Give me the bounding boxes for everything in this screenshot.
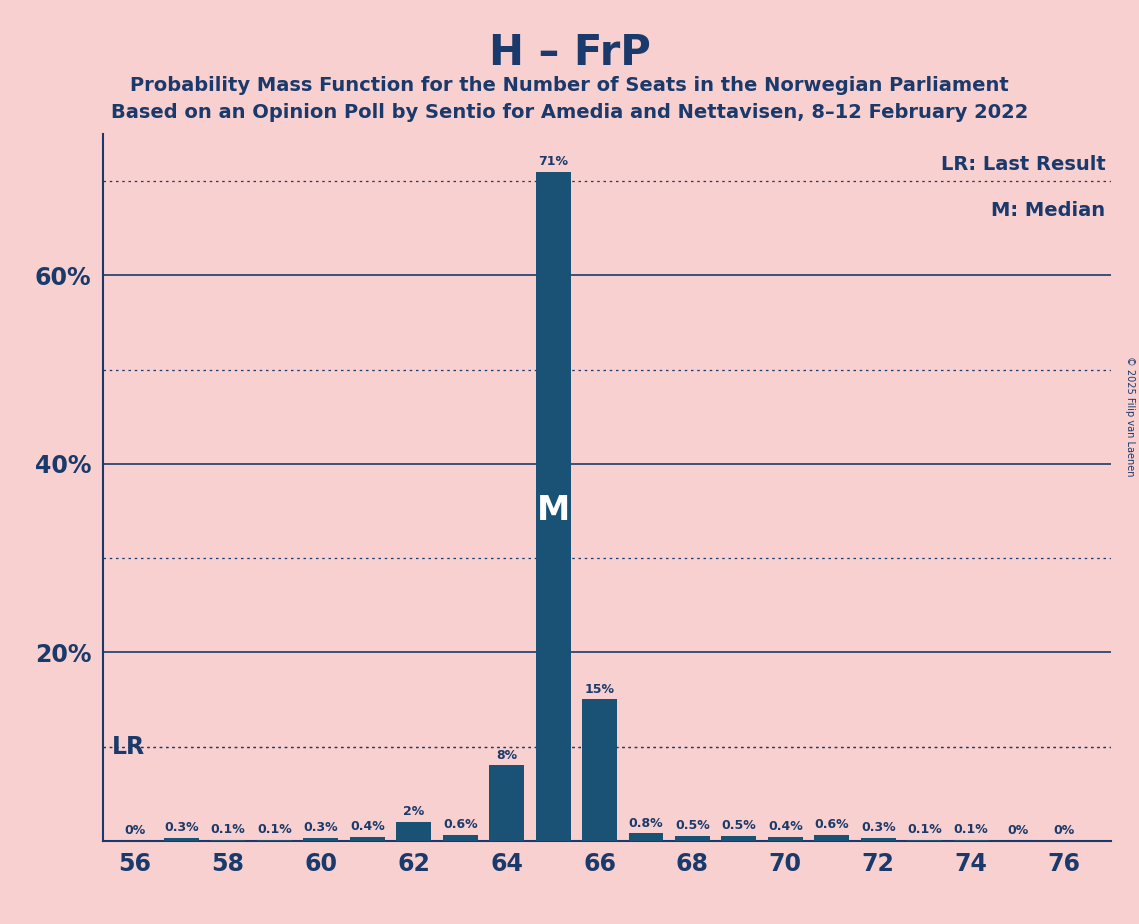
Text: H – FrP: H – FrP	[489, 32, 650, 74]
Text: 0%: 0%	[1007, 824, 1029, 837]
Text: 0.8%: 0.8%	[629, 817, 663, 830]
Bar	[535, 172, 571, 841]
Text: M: Median: M: Median	[991, 201, 1106, 220]
Bar	[303, 838, 338, 841]
Text: 0.4%: 0.4%	[768, 821, 803, 833]
Text: 0%: 0%	[124, 824, 146, 837]
Text: 8%: 8%	[497, 748, 517, 761]
Bar	[211, 840, 245, 841]
Bar	[721, 836, 756, 841]
Text: Based on an Opinion Poll by Sentio for Amedia and Nettavisen, 8–12 February 2022: Based on an Opinion Poll by Sentio for A…	[110, 103, 1029, 123]
Bar	[953, 840, 989, 841]
Bar	[861, 838, 895, 841]
Text: 0.5%: 0.5%	[675, 820, 710, 833]
Text: 0.6%: 0.6%	[443, 819, 477, 832]
Bar	[443, 835, 477, 841]
Text: 0.1%: 0.1%	[953, 823, 989, 836]
Bar	[350, 837, 385, 841]
Bar	[675, 836, 710, 841]
Text: 0.3%: 0.3%	[303, 821, 338, 834]
Text: 0.3%: 0.3%	[164, 821, 199, 834]
Bar	[582, 699, 617, 841]
Bar	[164, 838, 199, 841]
Bar	[768, 837, 803, 841]
Text: 0.3%: 0.3%	[861, 821, 895, 834]
Bar	[814, 835, 850, 841]
Bar	[490, 765, 524, 841]
Bar	[908, 840, 942, 841]
Text: Probability Mass Function for the Number of Seats in the Norwegian Parliament: Probability Mass Function for the Number…	[130, 76, 1009, 95]
Text: 2%: 2%	[403, 805, 425, 819]
Text: 71%: 71%	[538, 155, 568, 168]
Text: 0.6%: 0.6%	[814, 819, 849, 832]
Text: LR: Last Result: LR: Last Result	[941, 155, 1106, 175]
Bar	[629, 833, 663, 841]
Bar	[257, 840, 292, 841]
Text: LR: LR	[112, 735, 145, 759]
Text: 0.1%: 0.1%	[908, 823, 942, 836]
Text: 0.1%: 0.1%	[257, 823, 292, 836]
Text: 15%: 15%	[584, 683, 615, 696]
Bar	[396, 822, 432, 841]
Text: 0.4%: 0.4%	[350, 821, 385, 833]
Text: 0.5%: 0.5%	[721, 820, 756, 833]
Text: 0%: 0%	[1054, 824, 1075, 837]
Text: M: M	[536, 494, 570, 528]
Text: © 2025 Filip van Laenen: © 2025 Filip van Laenen	[1125, 356, 1134, 476]
Text: 0.1%: 0.1%	[211, 823, 245, 836]
